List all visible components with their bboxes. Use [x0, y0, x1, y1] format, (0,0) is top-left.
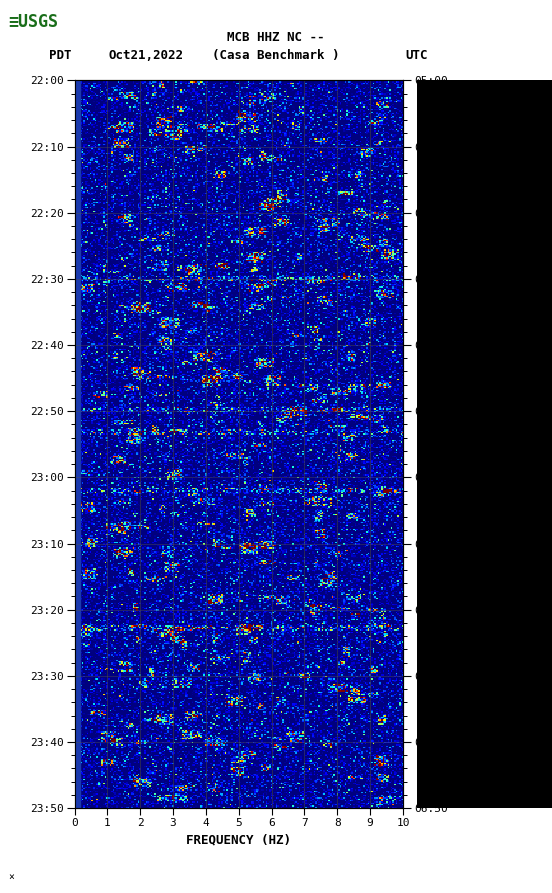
Text: ×: ×: [8, 872, 14, 882]
Text: MCB HHZ NC --: MCB HHZ NC --: [227, 31, 325, 44]
Text: (Casa Benchmark ): (Casa Benchmark ): [213, 49, 339, 62]
Text: ≡USGS: ≡USGS: [8, 13, 59, 31]
Text: PDT: PDT: [49, 49, 72, 62]
X-axis label: FREQUENCY (HZ): FREQUENCY (HZ): [186, 833, 291, 847]
Text: Oct21,2022: Oct21,2022: [109, 49, 184, 62]
Bar: [66, 80, 81, 808]
Text: UTC: UTC: [406, 49, 428, 62]
